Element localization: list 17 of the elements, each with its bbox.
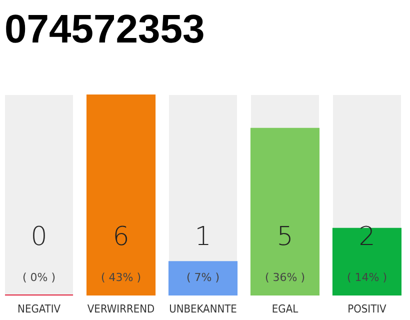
x-tick-label: EGAL	[272, 302, 299, 316]
annotation: ( 0% )	[22, 271, 56, 284]
annotation: ( 7% )	[186, 271, 220, 284]
annotation: ( 14% )	[346, 271, 387, 284]
bar	[168, 261, 238, 296]
data-label: 2	[358, 222, 376, 252]
annotation: ( 43% )	[100, 271, 142, 284]
annotation: ( 36% )	[264, 271, 306, 284]
data-label: 1	[194, 222, 212, 252]
x-tick-label: NEGATIV	[18, 302, 61, 316]
x-tick-label: POSITIV	[348, 302, 387, 316]
data-label: 5	[276, 222, 294, 252]
data-label: 0	[30, 222, 48, 252]
x-tick-label: VERWIRREND	[87, 302, 155, 316]
data-label: 6	[112, 222, 130, 252]
chart-title: 074572353	[4, 8, 205, 52]
x-tick-label: UNBEKANNTE	[169, 302, 237, 316]
